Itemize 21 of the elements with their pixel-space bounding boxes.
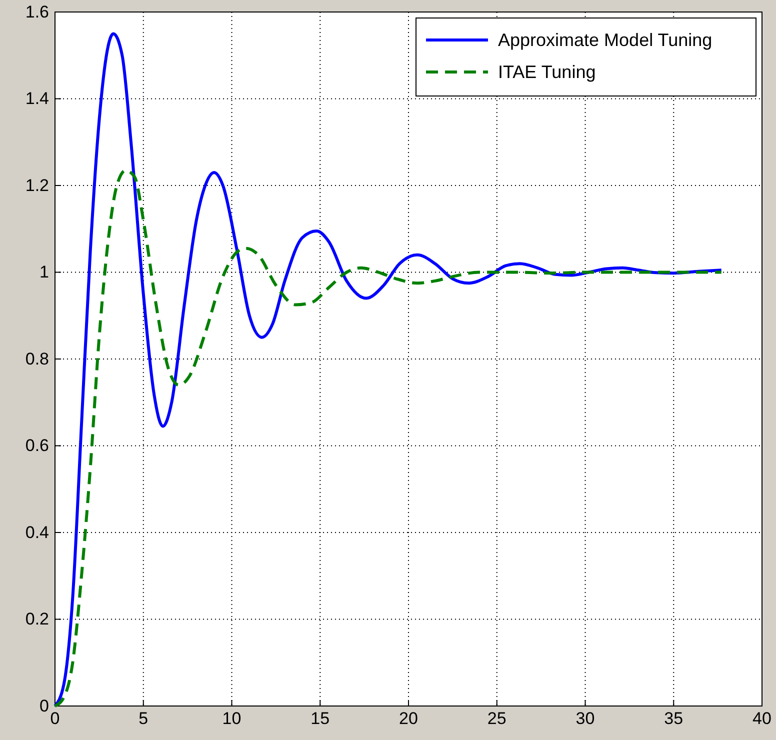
line-series [54, 32, 723, 708]
legend-label: Approximate Model Tuning [498, 30, 712, 50]
y-tick-label: 0.2 [25, 610, 49, 629]
x-tick-label: 40 [752, 709, 772, 728]
y-tick-label: 1.6 [25, 2, 49, 22]
x-tick-label: 25 [487, 709, 506, 728]
y-tick-label: 0.6 [25, 436, 49, 456]
legend-label: ITAE Tuning [498, 62, 596, 82]
y-tick-label: 1.4 [25, 89, 49, 108]
y-tick-label: 0.4 [25, 522, 49, 542]
x-tick-label: 5 [138, 709, 148, 728]
x-tick-label: 20 [399, 709, 418, 728]
x-tick-label: 30 [576, 709, 595, 728]
y-tick-label: 1.2 [25, 176, 49, 195]
x-tick-label: 15 [310, 709, 330, 728]
x-tick-label: 10 [222, 709, 242, 728]
line-series [54, 168, 723, 708]
y-tick-label: 0.8 [25, 349, 49, 368]
y-tick-label: 1 [40, 262, 49, 282]
x-tick-label: 35 [664, 709, 684, 728]
y-tick-label: 0 [40, 696, 49, 716]
